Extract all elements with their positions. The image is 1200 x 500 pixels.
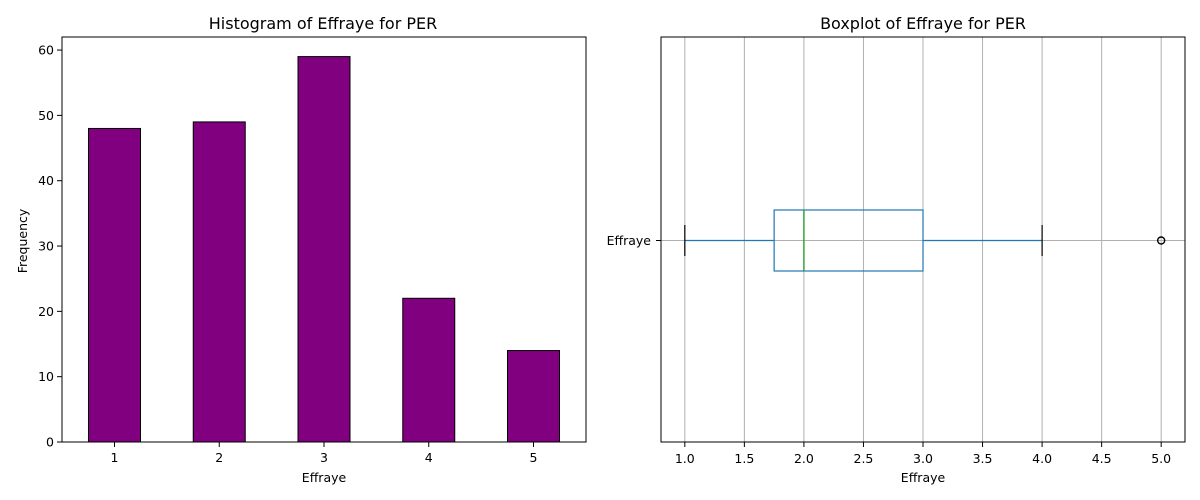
boxplot-x-tick-label: 1.5 — [734, 451, 754, 466]
boxplot-x-axis-label: Effraye — [901, 470, 946, 485]
histogram-y-tick-label: 60 — [38, 43, 54, 58]
boxplot-x-tick-label: 1.0 — [675, 451, 695, 466]
histogram-bars — [88, 56, 560, 443]
histogram-x-tick-label: 3 — [320, 450, 328, 465]
histogram-title: Histogram of Effraye for PER — [209, 14, 437, 33]
boxplot-outlier — [1156, 236, 1166, 245]
histogram-y-ticks: 0 10 20 30 40 50 60 — [38, 43, 62, 450]
boxplot-x-tick-label: 3.0 — [913, 451, 933, 466]
histogram-x-tick-label: 5 — [530, 450, 538, 465]
boxplot-x-tick-label: 5.0 — [1151, 451, 1171, 466]
boxplot-title: Boxplot of Effraye for PER — [820, 14, 1026, 33]
histogram-x-tick-label: 4 — [425, 450, 433, 465]
boxplot-x-tick-label: 4.0 — [1032, 451, 1052, 466]
histogram-bar — [402, 297, 456, 443]
boxplot-panel: Boxplot of Effraye for PER 1.0 1.5 2.0 2.5 3… — [607, 14, 1186, 485]
boxplot-x-ticks: 1.0 1.5 2.0 2.5 3.0 3.5 4.0 4.5 5.0 — [675, 442, 1171, 466]
histogram-y-tick-label: 30 — [38, 239, 54, 254]
histogram-x-tick-label: 1 — [111, 450, 119, 465]
histogram-x-axis-label: Effraye — [302, 470, 347, 485]
boxplot-x-tick-label: 3.5 — [973, 451, 993, 466]
histogram-panel: Histogram of Effraye for PER 01020304050… — [15, 14, 587, 485]
boxplot-category-label: Effraye — [607, 233, 652, 248]
histogram-bar — [297, 56, 351, 443]
histogram-axes-frame — [61, 36, 587, 443]
boxplot-x-tick-label: 2.0 — [794, 451, 814, 466]
histogram-y-tick-label: 0 — [46, 435, 54, 450]
histogram-bar — [88, 127, 141, 443]
boxplot-elements — [684, 209, 1166, 272]
boxplot-x-tick-label: 4.5 — [1092, 451, 1112, 466]
histogram-x-tick-label: 2 — [215, 450, 223, 465]
boxplot-box — [773, 209, 924, 272]
histogram-y-tick-label: 40 — [38, 173, 54, 188]
histogram-y-axis-label: Frequency — [15, 208, 30, 273]
histogram-x-ticks: 1 2 3 4 5 — [111, 442, 538, 465]
histogram-y-tick-label: 20 — [38, 304, 54, 319]
boxplot-axes-frame — [660, 36, 1186, 443]
boxplot-x-tick-label: 2.5 — [854, 451, 874, 466]
histogram-y-tick-label: 50 — [38, 108, 54, 123]
histogram-bar — [507, 350, 560, 443]
histogram-bar — [192, 121, 246, 443]
histogram-y-tick-label: 10 — [38, 369, 54, 384]
